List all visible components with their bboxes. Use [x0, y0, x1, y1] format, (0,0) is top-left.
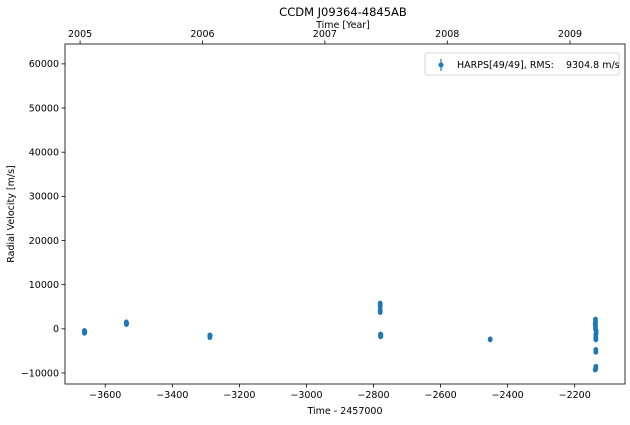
x-tick-label: −2600	[424, 390, 456, 401]
data-point	[207, 333, 213, 339]
top-tick-label: 2007	[313, 29, 337, 40]
x-tick-label: −3000	[290, 390, 322, 401]
data-points	[82, 300, 599, 373]
x-tick-label: −2800	[357, 390, 389, 401]
y-tick-label: 40000	[29, 147, 59, 158]
data-point	[593, 337, 599, 343]
top-tick-label: 2008	[435, 29, 459, 40]
data-point	[124, 321, 130, 327]
y-tick-label: −10000	[21, 368, 59, 379]
y-tick-label: 30000	[29, 192, 59, 203]
chart-title: CCDM J09364-4845AB	[279, 5, 407, 19]
data-point	[378, 333, 384, 339]
legend-box	[424, 52, 620, 76]
y-axis-ticks: −10000 0 10000 20000 30000 40000 50000 60000	[21, 59, 65, 379]
data-point	[82, 330, 88, 335]
data-point	[487, 337, 493, 343]
legend-label: HARPS[49/49], RMS: 9304.8 m/s	[457, 60, 620, 71]
legend-marker	[438, 62, 444, 68]
data-point	[593, 328, 599, 333]
x-axis-ticks: −3600 −3400 −3200 −3000 −2800 −2600 −2400 −2200	[89, 384, 591, 401]
data-point	[592, 321, 598, 327]
x-tick-label: −3600	[89, 390, 121, 401]
x-tick-label: −2400	[492, 390, 524, 401]
top-tick-label: 2006	[190, 29, 214, 40]
y-tick-label: 0	[53, 324, 59, 335]
y-tick-label: 50000	[29, 103, 59, 114]
top-axis-label: Time [Year]	[315, 20, 370, 31]
y-tick-label: 10000	[29, 280, 59, 291]
data-point	[593, 349, 599, 355]
legend: HARPS[49/49], RMS: 9304.8 m/s	[424, 52, 620, 76]
x-axis-label: Time - 2457000	[306, 406, 382, 417]
top-axis-ticks: 2005 2006 2007 2008 2009	[68, 29, 582, 44]
y-tick-label: 60000	[29, 59, 59, 70]
top-tick-label: 2005	[68, 29, 92, 40]
data-point	[377, 310, 383, 315]
data-point	[592, 367, 598, 373]
x-tick-label: −2200	[559, 390, 591, 401]
x-tick-label: −3400	[156, 390, 188, 401]
y-tick-label: 20000	[29, 236, 59, 247]
top-tick-label: 2009	[558, 29, 582, 40]
plot-frame	[64, 43, 626, 385]
y-axis-label: Radial Velocity [m/s]	[6, 165, 17, 262]
x-tick-label: −3200	[223, 390, 255, 401]
